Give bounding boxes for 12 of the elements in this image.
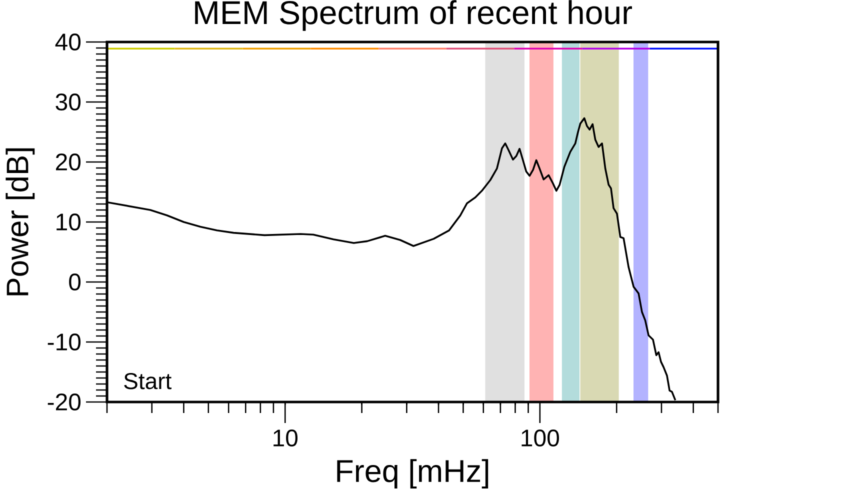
chart-title: MEM Spectrum of recent hour bbox=[195, 0, 632, 31]
y-tick-label: 0 bbox=[69, 273, 81, 290]
x-tick-label: 100 bbox=[522, 430, 559, 447]
x-axis-title: Freq [mHz] bbox=[337, 459, 488, 488]
y-tick-label: 10 bbox=[56, 213, 81, 230]
y-tick-label: 20 bbox=[56, 153, 81, 170]
y-tick-label: 40 bbox=[55, 33, 81, 50]
y-axis-title: Power [dB] bbox=[6, 148, 35, 296]
y-tick-label: 30 bbox=[56, 93, 81, 110]
y-tick-label: -20 bbox=[48, 393, 81, 410]
y-tick-label: -10 bbox=[48, 333, 81, 350]
annotation: Start bbox=[124, 372, 172, 390]
